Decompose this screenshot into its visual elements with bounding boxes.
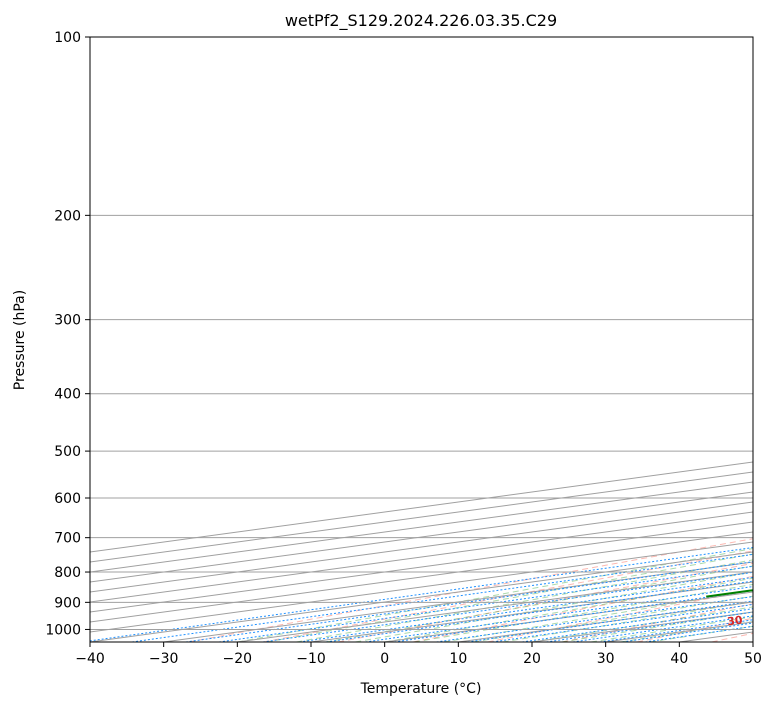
- mixing-ratio-line: [492, 603, 753, 642]
- moist-adiabat: [414, 583, 753, 642]
- pressure-gridlines: [90, 36, 753, 630]
- y-tick-label: 700: [54, 531, 81, 547]
- profile-line: [706, 589, 753, 598]
- y-tick-label: 300: [54, 313, 81, 329]
- dry-adiabat: [188, 538, 753, 642]
- y-axis: 100 200 300 400 500 600 700 800 900 1000: [45, 30, 90, 638]
- background-lines: [90, 461, 753, 642]
- isotherm-gridline: [90, 551, 753, 642]
- moist-adiabat: [561, 611, 753, 642]
- isotherm-gridline: [752, 641, 753, 642]
- dry-adiabat: [711, 632, 753, 642]
- dry-adiabat: [562, 603, 753, 642]
- y-tick-label: 1000: [45, 622, 81, 638]
- plot-frame: [89, 36, 754, 643]
- x-axis-label: Temperature (°C): [360, 681, 482, 697]
- isotherm-gridline: [90, 501, 753, 593]
- isotherm-gridline: [531, 611, 753, 642]
- isotherm-gridline: [90, 541, 753, 633]
- isotherm-label: 40: [423, 665, 440, 680]
- dry-adiabat: [636, 617, 753, 642]
- y-tick-label: 500: [54, 444, 81, 460]
- y-tick-label: 800: [54, 565, 81, 581]
- x-tick-label: −30: [149, 651, 179, 667]
- moist-adiabat: [531, 606, 753, 642]
- y-tick-label: 400: [54, 387, 81, 403]
- mixing-ratio-line: [325, 580, 753, 642]
- moist-adiabat: [502, 601, 753, 642]
- moist-adiabat: [266, 553, 753, 642]
- isotherm-gridline: [90, 531, 753, 623]
- x-tick-label: −40: [75, 651, 105, 667]
- chart-title: wetPf2_S129.2024.226.03.35.C29: [285, 11, 557, 31]
- moist-adiabat: [473, 595, 753, 642]
- profile-series: [706, 589, 753, 598]
- isotherm-gridline: [90, 461, 753, 553]
- dry-adiabat: [263, 550, 753, 642]
- y-axis-label: Pressure (hPa): [12, 290, 28, 390]
- x-tick-label: 50: [744, 651, 762, 667]
- mixing-ratio-line: [299, 576, 753, 642]
- moist-adiabat: [355, 571, 753, 642]
- y-tick-label: 100: [54, 30, 81, 46]
- isotherm-gridline: [384, 591, 753, 642]
- x-axis: −40 −30 −20 −10 0 10 20 30 40 50: [75, 642, 762, 667]
- isotherm-gridline: [90, 491, 753, 583]
- x-tick-label: −20: [223, 651, 253, 667]
- dry-adiabat: [487, 589, 753, 642]
- y-tick-label: 900: [54, 595, 81, 611]
- x-tick-label: 0: [380, 651, 389, 667]
- x-tick-label: −10: [296, 651, 326, 667]
- isotherm-label: 30: [726, 613, 743, 628]
- x-tick-label: 10: [449, 651, 467, 667]
- isotherm-gridline: [679, 631, 753, 642]
- moist-adiabat: [325, 565, 753, 642]
- dry-adiabat: [338, 562, 753, 642]
- moist-adiabat: [237, 548, 753, 642]
- x-tick-label: 30: [597, 651, 615, 667]
- isotherm-gridline: [90, 481, 753, 573]
- y-tick-label: 600: [54, 491, 81, 507]
- x-tick-label: 40: [670, 651, 688, 667]
- mixing-ratio-line: [394, 590, 753, 642]
- isotherm-gridline: [310, 581, 753, 642]
- isotherm-gridline: [90, 521, 753, 613]
- isotherm-gridline: [90, 511, 753, 603]
- isotherm-gridline: [90, 471, 753, 563]
- dry-adiabat: [412, 575, 753, 642]
- x-tick-label: 20: [523, 651, 541, 667]
- mixing-ratio-line: [599, 619, 753, 642]
- moist-adiabat: [384, 577, 753, 642]
- moist-adiabat: [620, 621, 753, 642]
- moist-adiabat: [649, 625, 753, 642]
- mixing-ratio-line: [90, 547, 753, 642]
- mixing-ratio-line: [365, 586, 753, 642]
- y-tick-label: 200: [54, 208, 81, 224]
